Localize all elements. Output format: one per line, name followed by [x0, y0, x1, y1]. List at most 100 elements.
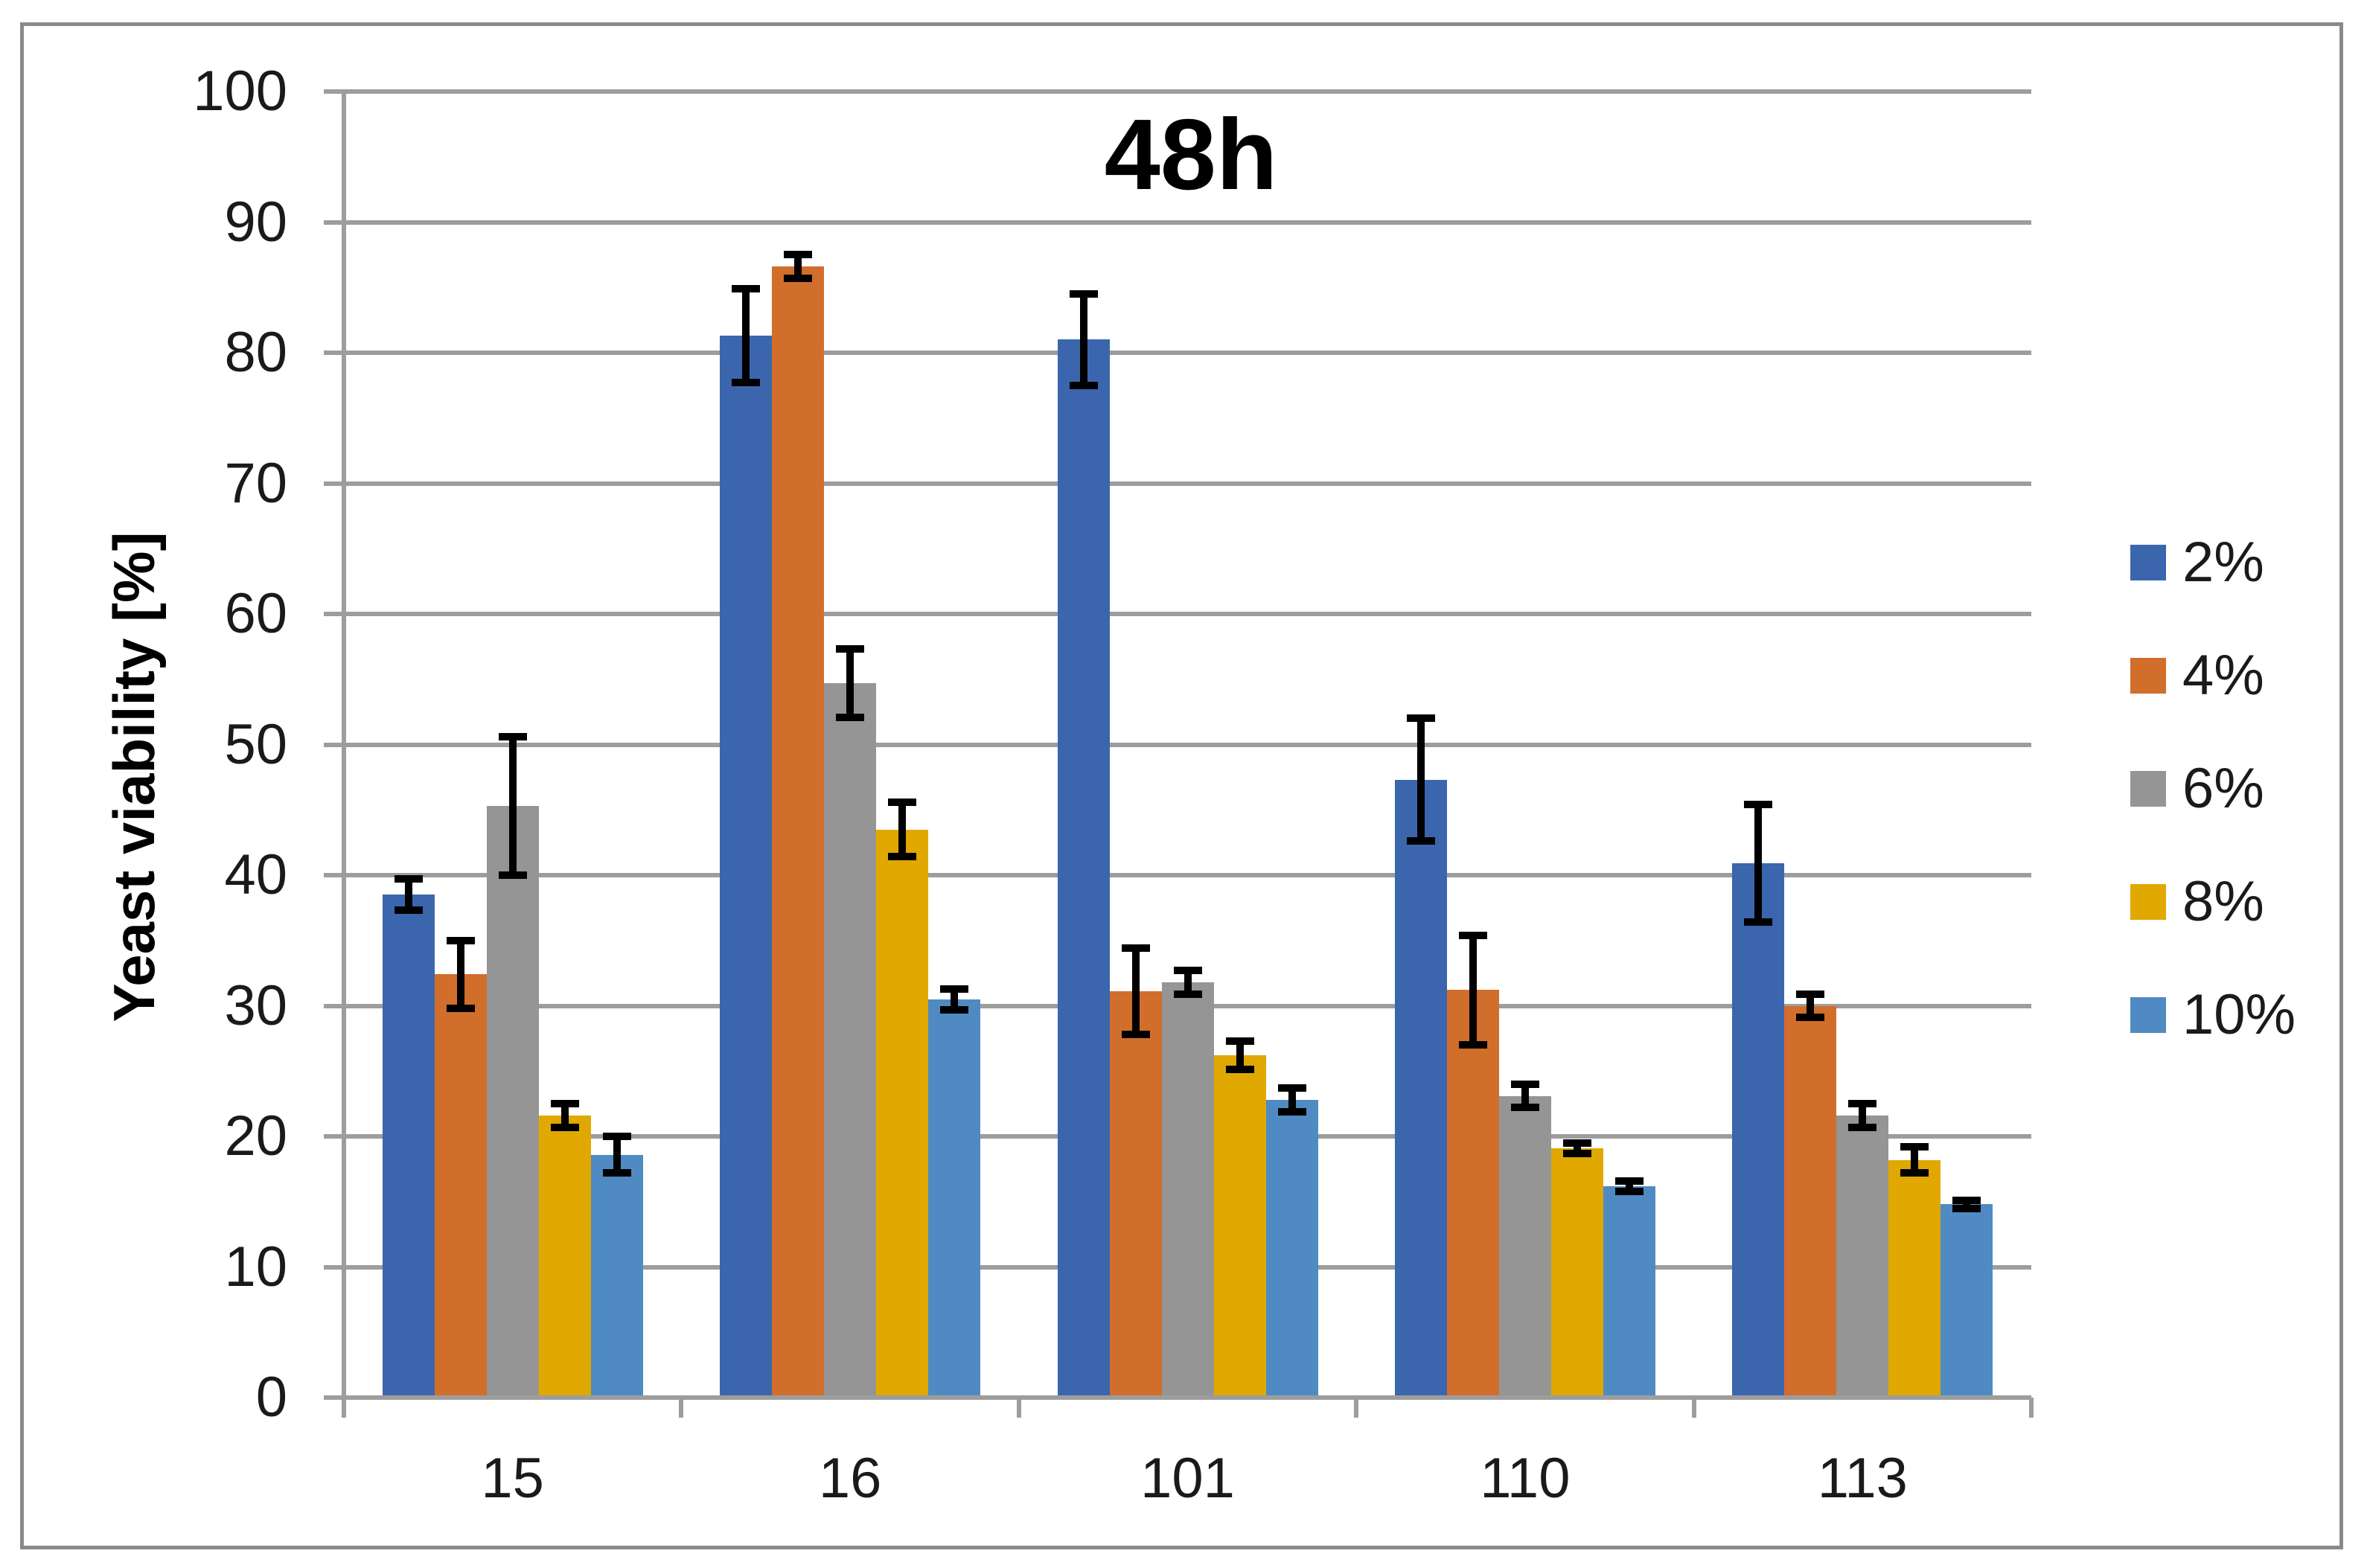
gridline [344, 742, 2031, 747]
y-tick [324, 351, 344, 355]
error-bar-cap [1225, 1037, 1254, 1045]
bar-4%-113 [1784, 1005, 1837, 1398]
bar-4%-101 [1109, 991, 1162, 1398]
x-tick [342, 1398, 346, 1418]
gridline [344, 89, 2031, 94]
error-bar-cap [836, 645, 865, 653]
y-tick [324, 481, 344, 486]
error-bar-cap [1406, 714, 1435, 723]
error-bar-cap [550, 1100, 579, 1108]
bar-10%-16 [928, 999, 981, 1398]
x-tick [1016, 1398, 1021, 1418]
error-bar-line [1859, 1104, 1867, 1127]
y-tick-label: 0 [255, 1366, 287, 1429]
error-bar-line [1625, 1180, 1633, 1191]
error-bar-cap [784, 274, 813, 282]
error-bar-cap [1848, 1100, 1877, 1108]
error-bar-cap [784, 251, 813, 259]
error-bar-cap [1069, 381, 1098, 389]
error-bar-line [951, 988, 959, 1010]
error-bar-cap [1796, 990, 1825, 998]
legend-label: 4% [2182, 644, 2264, 707]
legend-label: 2% [2182, 531, 2264, 594]
y-tick [324, 742, 344, 747]
error-bar-cap [446, 936, 475, 944]
y-tick [324, 1003, 344, 1008]
error-bar-cap [1952, 1196, 1981, 1204]
bar-6%-113 [1836, 1115, 1889, 1398]
bar-2%-15 [382, 895, 435, 1398]
error-bar-cap [1510, 1080, 1539, 1088]
error-bar-line [1288, 1088, 1296, 1112]
y-tick [324, 1264, 344, 1270]
x-axis-line [344, 1395, 2031, 1400]
bar-10%-15 [590, 1154, 643, 1398]
error-bar-line [1754, 804, 1763, 923]
y-tick [324, 1395, 344, 1400]
bar-4%-110 [1446, 990, 1499, 1398]
error-bar-cap [1952, 1204, 1981, 1212]
error-bar-line [846, 649, 855, 717]
error-bar-line [1573, 1142, 1581, 1153]
bar-2%-110 [1394, 779, 1447, 1398]
error-bar-cap [1614, 1177, 1644, 1185]
error-bar-cap [1562, 1149, 1591, 1157]
legend-swatch [2130, 545, 2166, 580]
error-bar-cap [1277, 1084, 1306, 1092]
x-tick-label: 113 [1817, 1447, 1908, 1510]
error-bar-line [560, 1104, 569, 1127]
y-tick-label: 70 [224, 451, 287, 515]
bar-6%-110 [1498, 1095, 1551, 1398]
error-bar-cap [394, 875, 423, 883]
x-tick-label: 110 [1480, 1447, 1571, 1510]
error-bar-line [1911, 1147, 1919, 1174]
y-tick-label: 30 [224, 973, 287, 1037]
error-bar-cap [836, 713, 865, 721]
error-bar-cap [394, 906, 423, 915]
error-bar-line [898, 801, 907, 857]
error-bar-cap [940, 1005, 969, 1014]
error-bar-cap [1458, 1041, 1487, 1049]
error-bar-cap [498, 732, 527, 740]
bar-8%-16 [876, 829, 929, 1398]
y-axis-line [342, 89, 346, 1418]
error-bar-line [794, 255, 802, 278]
error-bar-line [1469, 935, 1477, 1046]
x-tick [2029, 1398, 2034, 1418]
error-bar-cap [1900, 1143, 1929, 1151]
y-tick [324, 1134, 344, 1139]
bar-8%-110 [1550, 1148, 1603, 1398]
error-bar-cap [732, 379, 761, 387]
bar-2%-113 [1732, 863, 1785, 1398]
error-bar-line [1236, 1040, 1244, 1070]
error-bar-line [508, 736, 517, 875]
error-bar-cap [1900, 1169, 1929, 1177]
y-tick-label: 100 [193, 60, 287, 123]
error-bar-cap [1510, 1104, 1539, 1112]
y-tick-label: 80 [224, 321, 287, 384]
error-bar-cap [550, 1123, 579, 1131]
bar-8%-15 [538, 1115, 591, 1398]
bar-6%-101 [1161, 982, 1214, 1398]
error-bar-cap [1173, 990, 1202, 998]
legend-swatch [2130, 884, 2166, 920]
error-bar-line [742, 289, 750, 383]
error-bar-line [1131, 948, 1140, 1035]
error-bar-cap [1121, 944, 1150, 953]
bar-4%-15 [434, 974, 487, 1398]
figure-border [20, 22, 2343, 1549]
error-bar-cap [1796, 1014, 1825, 1022]
error-bar-cap [1614, 1187, 1644, 1195]
bar-8%-101 [1213, 1055, 1266, 1398]
error-bar-cap [1173, 967, 1202, 975]
error-bar-cap [1848, 1123, 1877, 1131]
x-tick-label: 15 [481, 1447, 544, 1510]
gridline [344, 220, 2031, 225]
y-tick [324, 220, 344, 225]
gridline [344, 612, 2031, 616]
bar-2%-101 [1057, 339, 1110, 1398]
y-tick [324, 873, 344, 877]
legend-swatch [2130, 771, 2166, 807]
error-bar-cap [1277, 1107, 1306, 1116]
y-tick [324, 89, 344, 94]
